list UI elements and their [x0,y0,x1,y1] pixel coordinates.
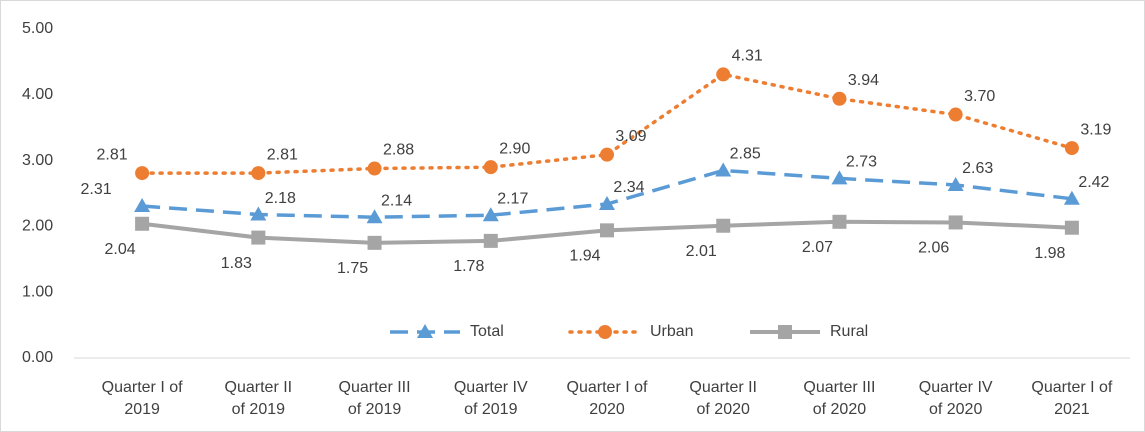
y-tick-label: 2.00 [22,218,53,235]
marker [483,160,498,175]
y-tick-label: 3.00 [22,152,53,169]
x-tick-line: Quarter II [689,379,757,396]
marker [715,162,732,177]
data-label: 2.31 [81,181,112,198]
y-tick-label: 0.00 [22,349,53,366]
data-label: 3.19 [1080,121,1111,138]
x-tick-line: 2020 [589,401,625,418]
x-tick-line: Quarter IV [919,379,993,396]
y-tick-label: 4.00 [22,86,53,103]
data-label: 2.90 [499,140,530,157]
series-line [140,72,1074,175]
marker [251,230,266,245]
marker [251,166,266,181]
x-tick-line: of 2020 [813,401,866,418]
data-label: 2.14 [381,192,412,209]
x-tick-line: Quarter IV [454,379,528,396]
marker [134,198,151,213]
legend-item: Total [390,323,504,340]
marker [778,325,792,339]
x-tick-line: Quarter I of [1031,379,1112,396]
x-tick-line: Quarter III [803,379,875,396]
x-tick-line: of 2019 [232,401,285,418]
marker [483,233,498,248]
data-label: 4.31 [732,48,763,65]
marker [599,196,615,211]
x-tick-label: Quarter III of 2019 [339,379,411,418]
x-tick-label: Quarter IV of 2019 [454,379,528,418]
marker [366,209,383,224]
marker [598,325,612,339]
marker [832,214,847,229]
data-label: 2.06 [918,240,949,257]
data-label: 3.70 [964,88,995,105]
x-tick-label: Quarter II of 2019 [225,379,293,418]
data-label: 2.04 [105,241,136,258]
x-tick-line: of 2019 [464,401,517,418]
data-label: 3.09 [615,128,646,145]
marker [832,91,847,106]
data-label: 2.63 [962,160,993,177]
data-label: 1.78 [453,258,484,275]
marker [1064,141,1079,156]
marker [135,216,150,231]
data-label: 1.98 [1034,245,1065,262]
x-tick-line: Quarter I of [567,379,648,396]
marker [135,166,150,181]
x-tick-line: 2019 [124,401,160,418]
data-label: 2.07 [802,239,833,256]
marker [716,218,731,233]
data-label: 2.81 [97,146,128,163]
y-tick-label: 5.00 [22,20,53,37]
legend-item: Urban [568,323,694,340]
marker [600,223,614,238]
x-tick-line: 2021 [1054,401,1090,418]
legend-label: Total [470,323,504,340]
data-label: 2.17 [497,190,528,207]
marker [1064,220,1079,235]
x-tick-label: Quarter IV of 2020 [919,379,993,418]
marker [600,147,614,162]
data-label: 2.85 [730,146,761,163]
x-tick-line: Quarter III [339,379,411,396]
data-label: 2.73 [846,154,877,171]
data-label: 2.18 [265,190,296,207]
x-tick-label: Quarter III of 2020 [803,379,875,418]
marker [716,67,731,82]
data-label: 2.42 [1078,174,1109,191]
marker [831,170,848,185]
y-tick-label: 1.00 [22,283,53,300]
marker [367,161,382,176]
marker [948,107,963,122]
marker [948,215,963,230]
marker [250,206,267,221]
legend-label: Rural [830,323,868,340]
x-tick-line: Quarter I of [102,379,183,396]
marker [1063,190,1080,205]
legend-item: Rural [750,323,868,340]
x-tick-label: Quarter I of 2021 [1031,379,1112,418]
x-tick-label: Quarter I of 2020 [567,379,648,418]
x-tick-line: Quarter II [225,379,293,396]
data-label: 2.88 [383,142,414,159]
data-label: 2.34 [613,179,644,196]
x-tick-label: Quarter I of 2019 [102,379,183,418]
x-tick-line: of 2019 [348,401,401,418]
marker [367,235,382,250]
x-tick-label: Quarter II of 2020 [689,379,757,418]
x-tick-line: of 2020 [697,401,750,418]
data-label: 3.94 [848,72,879,89]
data-label: 1.75 [337,260,368,277]
data-label: 2.81 [267,146,298,163]
data-label: 2.01 [686,243,717,260]
marker [417,324,433,338]
marker [482,207,499,222]
data-label: 1.83 [221,255,252,272]
data-label: 1.94 [569,248,600,265]
legend-label: Urban [650,323,694,340]
x-tick-line: of 2020 [929,401,982,418]
marker [947,176,964,191]
